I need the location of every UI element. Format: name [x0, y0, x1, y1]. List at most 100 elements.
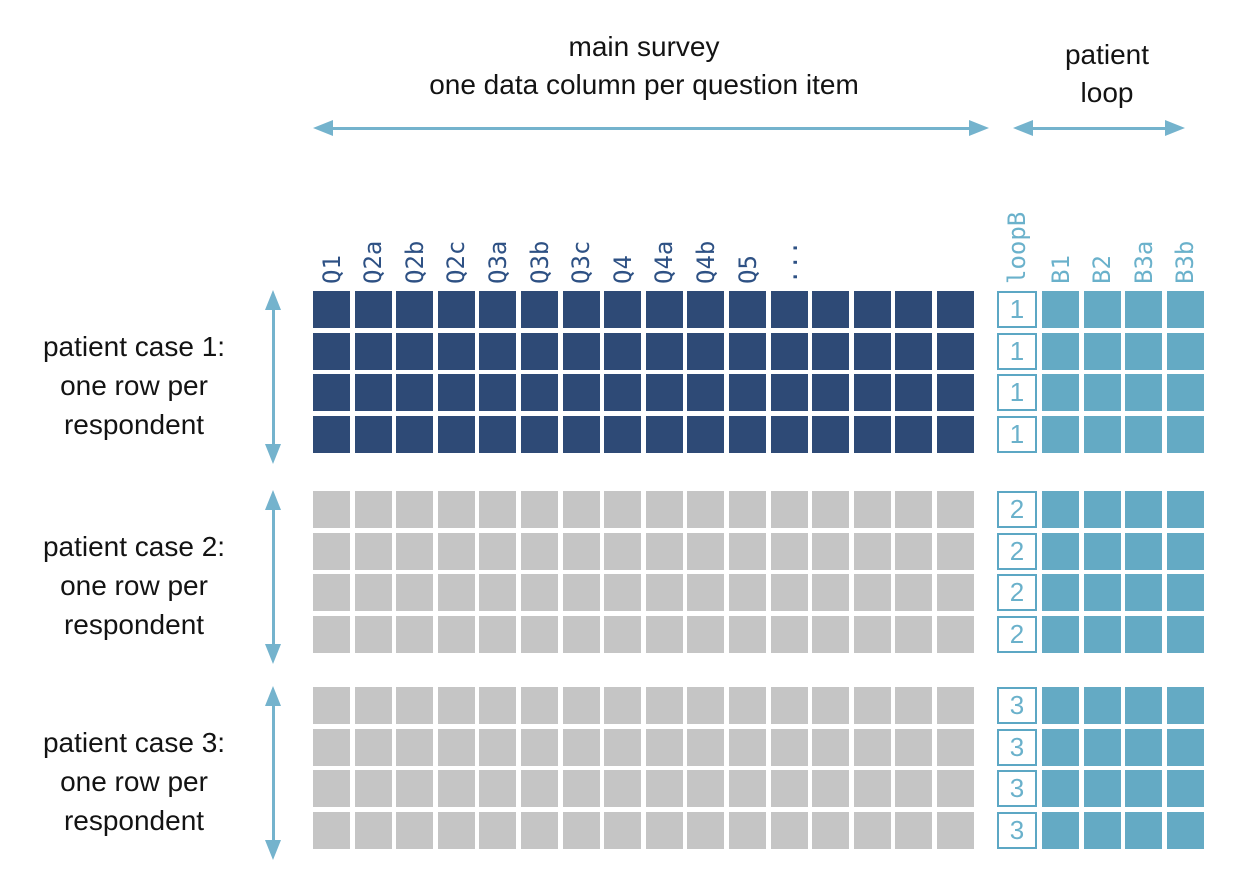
- patient-loop-caption-line1: patient: [1064, 39, 1150, 70]
- loop-value-cell: [1042, 332, 1079, 370]
- survey-cell: [853, 687, 891, 724]
- survey-cell: [645, 728, 683, 766]
- survey-cell: [313, 374, 350, 412]
- arrow-up-head-icon: [265, 290, 281, 310]
- loop-id-cell: 3: [997, 811, 1037, 849]
- arrow-up-head-icon: [265, 490, 281, 510]
- patient-case-3-label: patient case 3: one row per respondent: [8, 723, 260, 840]
- survey-cell: [728, 615, 766, 653]
- loop-value-cell: [1083, 491, 1121, 528]
- survey-cell: [354, 374, 392, 412]
- survey-cell: [895, 574, 933, 612]
- survey-cell: [895, 687, 933, 724]
- loop-value-cell: [1166, 770, 1204, 808]
- survey-cell: [562, 615, 600, 653]
- survey-cell: [562, 574, 600, 612]
- loop-value-cell: [1083, 615, 1121, 653]
- arrow-right-head-icon: [969, 120, 989, 136]
- survey-cell: [479, 811, 517, 849]
- survey-cell: [687, 491, 725, 528]
- survey-cell: [728, 687, 766, 724]
- arrow-shaft: [326, 126, 976, 130]
- survey-cell: [437, 770, 475, 808]
- loop-value-cell: [1083, 532, 1121, 570]
- survey-cell: [313, 811, 350, 849]
- survey-cell: [687, 728, 725, 766]
- survey-cell: [687, 615, 725, 653]
- survey-cell: [812, 770, 850, 808]
- survey-cell: [895, 491, 933, 528]
- survey-cell: [895, 728, 933, 766]
- survey-cell: [313, 615, 350, 653]
- survey-cell: [520, 574, 558, 612]
- survey-cell: [645, 415, 683, 453]
- loop-value-cell: [1125, 687, 1163, 724]
- loop-column-header: B2: [1088, 255, 1117, 284]
- survey-cell: [645, 332, 683, 370]
- survey-cell: [313, 574, 350, 612]
- survey-cell: [812, 415, 850, 453]
- main-column-header: Q4a: [650, 240, 679, 284]
- survey-cell: [853, 415, 891, 453]
- main-column-header: Q2a: [359, 240, 388, 284]
- survey-cell: [853, 291, 891, 328]
- label-line: one row per: [60, 370, 208, 401]
- survey-cell: [479, 770, 517, 808]
- survey-cell: [728, 332, 766, 370]
- loop-value-cell: [1166, 728, 1204, 766]
- survey-cell: [604, 811, 642, 849]
- survey-cell: [936, 532, 974, 570]
- survey-cell: [562, 770, 600, 808]
- survey-cell: [313, 415, 350, 453]
- survey-cell: [604, 532, 642, 570]
- survey-cell: [604, 615, 642, 653]
- loop-value-cell: [1166, 491, 1204, 528]
- loop-value-cell: [1083, 811, 1121, 849]
- label-line: one row per: [60, 766, 208, 797]
- arrow-up-head-icon: [265, 686, 281, 706]
- survey-cell: [396, 532, 434, 570]
- survey-cell: [354, 770, 392, 808]
- loop-value-cell: [1042, 374, 1079, 412]
- survey-cell: [895, 415, 933, 453]
- loop-value-cell: [1125, 770, 1163, 808]
- survey-cell: [687, 811, 725, 849]
- survey-cell: [520, 532, 558, 570]
- loop-id-cell: 1: [997, 374, 1037, 412]
- survey-cell: [770, 374, 808, 412]
- survey-cell: [437, 332, 475, 370]
- loop-value-cell: [1042, 728, 1079, 766]
- survey-cell: [728, 415, 766, 453]
- survey-cell: [728, 291, 766, 328]
- survey-cell: [479, 374, 517, 412]
- loop-id-cell: 3: [997, 728, 1037, 766]
- survey-cell: [520, 374, 558, 412]
- survey-cell: [770, 728, 808, 766]
- survey-cell: [936, 728, 974, 766]
- loop-value-cell: [1042, 415, 1079, 453]
- survey-cell: [313, 770, 350, 808]
- survey-cell: [354, 291, 392, 328]
- loop-value-cell: [1083, 574, 1121, 612]
- survey-cell: [936, 415, 974, 453]
- main-column-header: Q3b: [525, 240, 554, 284]
- loop-value-cell: [1125, 811, 1163, 849]
- patient-case-2-label: patient case 2: one row per respondent: [8, 527, 260, 644]
- survey-cell: [645, 770, 683, 808]
- survey-cell: [479, 291, 517, 328]
- label-line: patient case 2:: [42, 531, 226, 562]
- label-line: one row per: [60, 570, 208, 601]
- survey-cell: [853, 615, 891, 653]
- survey-cell: [437, 374, 475, 412]
- survey-cell: [520, 728, 558, 766]
- main-survey-caption-line1: main survey: [568, 31, 720, 62]
- survey-cell: [313, 291, 350, 328]
- loop-value-cell: [1125, 415, 1163, 453]
- loop-value-cell: [1125, 574, 1163, 612]
- survey-cell: [812, 532, 850, 570]
- survey-cell: [396, 574, 434, 612]
- arrow-down-head-icon: [265, 444, 281, 464]
- survey-cell: [520, 491, 558, 528]
